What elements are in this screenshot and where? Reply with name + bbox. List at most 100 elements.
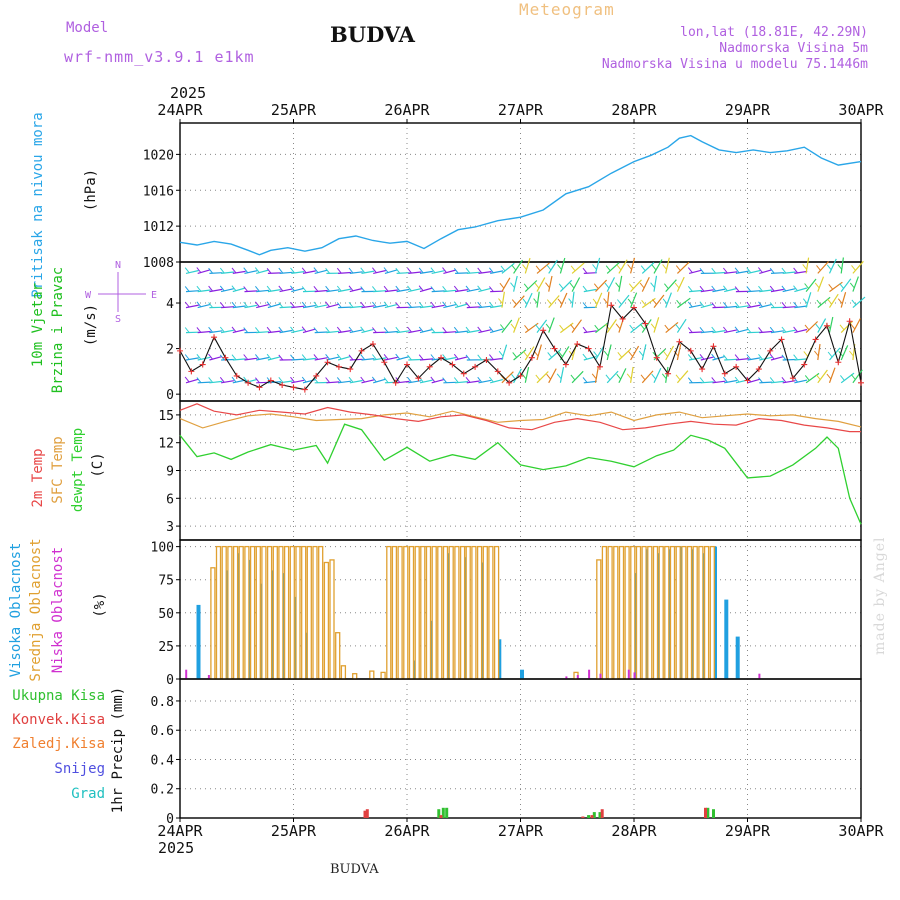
cloud-high-bar [224, 570, 229, 679]
cloud-mid-bar [414, 545, 420, 680]
x-tick-label: 25APR [271, 822, 317, 840]
cloud-mid-bar [437, 545, 443, 680]
wind-barb [524, 257, 531, 274]
wind-barb-flag [407, 376, 412, 383]
wind-barb [490, 357, 504, 361]
wind-barb-flag [407, 326, 412, 333]
wind-barb-flag [723, 285, 728, 292]
wind-barb [559, 279, 573, 293]
wind-barb [770, 356, 784, 361]
y-tick-label: 12 [158, 437, 174, 452]
wind-barb-flag [521, 373, 527, 380]
y-tick-label: 4 [166, 297, 174, 312]
wind-barb [852, 276, 859, 292]
wind-barb-flag [617, 351, 623, 358]
year-top: 2025 [170, 84, 207, 102]
wind-barb-flag [711, 326, 717, 333]
cloud-high-bar [678, 546, 683, 679]
wind-barb-flag [781, 326, 787, 333]
wind-barb-flag [664, 324, 670, 331]
cloud-high-bar [633, 573, 638, 679]
wind-barb-flag [372, 286, 377, 292]
wind-barb-flag [208, 302, 213, 308]
wind-barb-flag [546, 264, 552, 271]
wind-barb-flag [826, 373, 832, 380]
wind-barb-flag [851, 299, 857, 306]
cloud-high-bar [480, 562, 485, 679]
compass-east: E [151, 290, 157, 301]
wind-speed-marker [426, 363, 433, 370]
wind-barb-flag [746, 286, 752, 292]
wind-barb [279, 329, 293, 334]
wind-barb [571, 370, 584, 384]
wind-barb-flag [535, 374, 541, 381]
wind-barb-flag [582, 377, 588, 383]
cloud-mid-bar [635, 545, 642, 680]
wind-barb-flag [851, 265, 856, 271]
wind-barb [455, 289, 468, 293]
wind-barb [443, 381, 457, 384]
cloud-low-bar [588, 669, 591, 679]
wind-barb-flag [407, 301, 412, 308]
cloud-mid-bar [686, 545, 693, 680]
wind-barb-flag [348, 376, 354, 383]
cloud-mid-bar [607, 545, 613, 680]
wind-speed-marker [438, 354, 445, 361]
cloud-mid-bar [601, 545, 608, 680]
wind-barb [291, 287, 305, 293]
wind-barb [676, 370, 689, 384]
wind-barb-flag [781, 301, 787, 308]
wind-barb [641, 276, 650, 292]
wind-speed-marker [301, 386, 308, 393]
wind-barb-flag [255, 301, 260, 308]
wind-speed-marker [483, 356, 490, 363]
wind-barb-flag [383, 327, 389, 333]
wind-barb-flag [395, 326, 401, 333]
wind-barb-flag [336, 377, 342, 383]
wind-barb [326, 289, 340, 293]
wind-barb-flag [266, 267, 272, 274]
wind-barb [302, 357, 316, 361]
wind-speed-marker [460, 370, 467, 377]
wind-barb [396, 380, 410, 384]
cloud-low-bar [565, 676, 568, 679]
wind-barb-flag [723, 267, 728, 274]
wind-barb-flag [278, 302, 284, 308]
cloud-mid-bar [323, 561, 330, 680]
wind-barb-flag [499, 282, 505, 289]
wind-barb-flag [592, 264, 597, 270]
wind-barb-flag [594, 324, 600, 331]
wind-barb-flag [582, 267, 588, 274]
wind-barb-flag [395, 302, 401, 308]
wind-barb [267, 303, 281, 309]
wind-barb [759, 289, 773, 293]
wind-barb [408, 329, 422, 334]
wind-barb [291, 305, 305, 309]
wind-barb [536, 371, 549, 384]
wind-speed-marker [199, 361, 206, 368]
station-title: BUDVA [330, 22, 415, 47]
wind-barb [501, 262, 515, 274]
wind-barb-flag [442, 327, 447, 333]
wind-barb [256, 289, 270, 293]
wind-barb-flag [558, 351, 563, 357]
wind-barb-flag [243, 267, 249, 274]
wind-speed-marker [699, 366, 706, 373]
cloud-high-bar [270, 570, 275, 679]
wind-barb-flag [360, 376, 366, 383]
wind-barb-flag [814, 282, 820, 289]
wind-barb [712, 330, 726, 334]
wind-barb-flag [360, 326, 365, 333]
wind-barb [782, 306, 796, 309]
y-tick-label: 0.6 [151, 724, 174, 739]
wind-barb [735, 358, 749, 361]
wind-barb [466, 380, 480, 384]
wind-barb-flag [383, 301, 389, 308]
wind-speed-marker [778, 336, 785, 343]
wind-barb-flag [418, 301, 424, 308]
wind-barb-flag [453, 267, 459, 274]
wind-barb-flag [758, 285, 763, 292]
wind-barb-flag [711, 285, 717, 292]
wind-barb [478, 379, 492, 384]
wind-barb-flag [522, 298, 528, 305]
